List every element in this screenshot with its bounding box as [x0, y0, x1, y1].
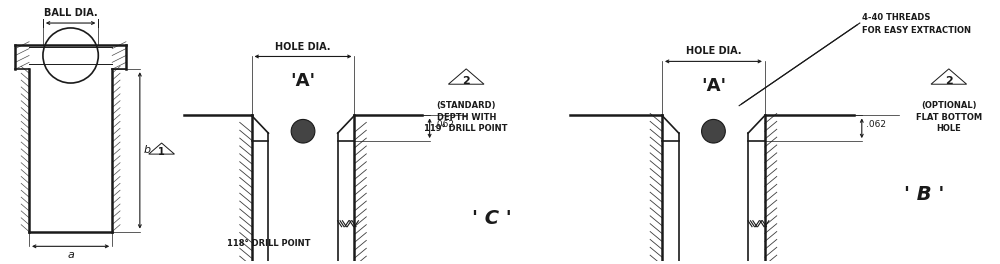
- Text: (OPTIONAL): (OPTIONAL): [921, 101, 977, 110]
- Text: .062: .062: [866, 120, 886, 129]
- Text: ' B ': ' B ': [904, 185, 945, 204]
- Text: DEPTH WITH: DEPTH WITH: [437, 112, 496, 121]
- Text: ' C ': ' C ': [472, 209, 512, 228]
- Circle shape: [291, 119, 315, 143]
- Text: 2: 2: [462, 76, 470, 86]
- Text: HOLE DIA.: HOLE DIA.: [686, 46, 741, 56]
- Text: b: b: [144, 145, 151, 155]
- Text: 'A': 'A': [701, 77, 726, 95]
- Circle shape: [702, 119, 725, 143]
- Text: 4-40 THREADS: 4-40 THREADS: [862, 13, 930, 22]
- Text: (STANDARD): (STANDARD): [436, 101, 496, 110]
- Text: 2: 2: [945, 76, 953, 86]
- Text: 1: 1: [158, 147, 165, 157]
- Text: 'A': 'A': [290, 72, 316, 90]
- Text: 118° DRILL POINT: 118° DRILL POINT: [227, 239, 310, 248]
- Text: .062: .062: [434, 120, 454, 129]
- Text: FLAT BOTTOM: FLAT BOTTOM: [916, 112, 982, 121]
- Text: FOR EASY EXTRACTION: FOR EASY EXTRACTION: [862, 26, 971, 35]
- Text: BALL DIA.: BALL DIA.: [44, 8, 97, 18]
- Text: a: a: [67, 250, 74, 260]
- Text: 119° DRILL POINT: 119° DRILL POINT: [424, 124, 508, 133]
- Text: HOLE DIA.: HOLE DIA.: [275, 41, 331, 51]
- Text: HOLE: HOLE: [936, 124, 961, 133]
